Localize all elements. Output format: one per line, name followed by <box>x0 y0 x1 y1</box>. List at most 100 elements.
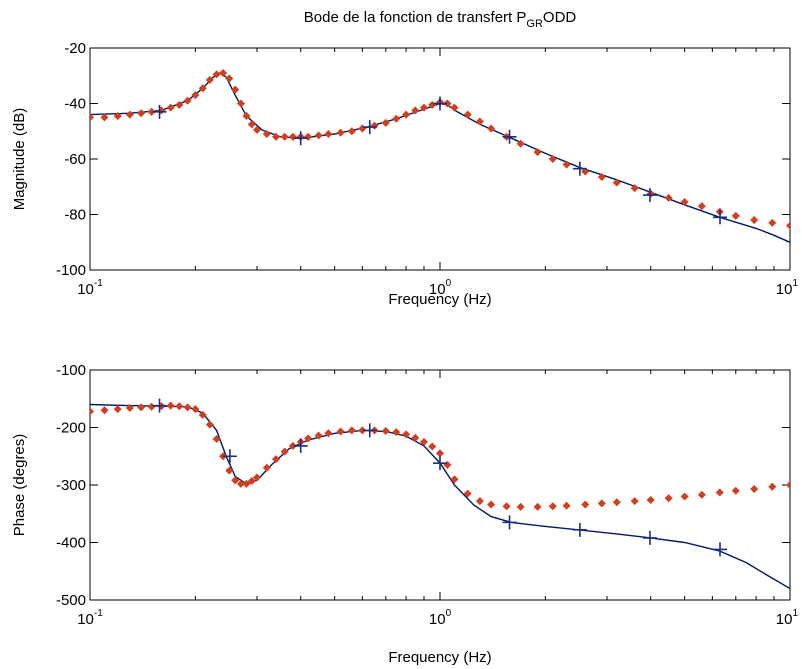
magnitude-measured-point <box>236 99 246 108</box>
magnitude-measured-point <box>166 103 175 112</box>
phase-measured-point <box>175 402 184 411</box>
magnitude-plus-point <box>572 161 587 176</box>
magnitude-measured-point <box>198 84 207 93</box>
phase-measured-point <box>428 442 437 451</box>
phase-plus-point <box>222 449 237 464</box>
magnitude-plus-point <box>642 188 657 203</box>
phase-measured-point <box>785 480 790 490</box>
magnitude-measured-point <box>175 100 184 109</box>
phase-measured-point <box>664 494 673 503</box>
magnitude-measured-point <box>731 211 740 220</box>
magnitude-measured-point <box>191 91 200 100</box>
phase-measured-point <box>450 475 459 484</box>
magnitude-measured-point <box>697 202 706 211</box>
magnitude-measured-point <box>137 109 146 118</box>
magnitude-measured-point <box>262 130 271 139</box>
phase-measured-point <box>137 403 146 412</box>
phase-x-tick-label: 100 <box>429 608 452 628</box>
magnitude-measured-point <box>314 131 323 140</box>
phase-plus-point <box>502 515 517 530</box>
phase-measured-point <box>697 490 706 499</box>
phase-measured-point <box>236 479 246 488</box>
phase-measured-point <box>271 455 281 464</box>
magnitude-measured-point <box>125 110 134 119</box>
magnitude-measured-point <box>242 111 251 121</box>
phase-measured-point <box>205 420 214 429</box>
phase-y-tick-label: -100 <box>56 362 86 379</box>
magnitude-x-tick-label: 10-1 <box>77 278 103 298</box>
phase-measured-point <box>487 500 496 509</box>
magnitude-measured-point <box>664 193 673 202</box>
phase-measured-point <box>548 502 557 511</box>
phase-measured-point <box>768 482 777 491</box>
phase-y-tick-label: -400 <box>56 535 86 552</box>
magnitude-plus-point <box>293 131 308 146</box>
magnitude-axes-frame <box>89 47 791 271</box>
magnitude-measured-point <box>597 173 606 182</box>
phase-measured-point <box>198 410 207 419</box>
magnitude-measured-point <box>516 139 525 148</box>
phase-measured-point <box>100 406 109 415</box>
magnitude-plus-point <box>362 120 377 135</box>
magnitude-y-tick-label: -80 <box>64 207 86 224</box>
phase-measured-point <box>336 427 345 436</box>
magnitude-measured-point <box>402 110 411 119</box>
phase-measured-point <box>562 501 571 510</box>
magnitude-measured-point <box>785 221 790 230</box>
phase-measured-point <box>680 492 689 501</box>
magnitude-measured-point <box>336 128 345 137</box>
phase-measured-point <box>247 476 256 485</box>
phase-measured-point <box>304 434 313 443</box>
phase-measured-point <box>516 502 525 511</box>
phase-measured-point <box>225 466 234 475</box>
phase-y-tick-label: -300 <box>56 477 86 494</box>
phase-measured-point <box>419 437 429 446</box>
phase-plus-point <box>152 398 167 413</box>
magnitude-measured-point <box>113 111 122 121</box>
phase-plus-point <box>572 522 587 537</box>
magnitude-measured-point <box>463 110 472 119</box>
magnitude-measured-point <box>562 160 571 169</box>
phase-measured-point <box>90 407 95 416</box>
magnitude-measured-point <box>225 74 234 83</box>
magnitude-measured-point <box>392 114 401 123</box>
magnitude-plus-point <box>152 104 167 119</box>
phase-measured-point <box>475 497 484 506</box>
magnitude-measured-point <box>212 70 221 79</box>
phase-x-tick-label: 10-1 <box>77 608 103 628</box>
phase-measured-point <box>212 434 221 444</box>
phase-y-axis-label: Phase (degres) <box>11 434 28 537</box>
magnitude-x-axis-label: Frequency (Hz) <box>388 291 491 308</box>
magnitude-x-tick-label: 100 <box>429 278 452 298</box>
magnitude-measured-point <box>280 132 289 141</box>
magnitude-plus-point <box>713 210 728 225</box>
phase-measured-point <box>750 485 759 494</box>
phase-axes-frame <box>89 369 791 601</box>
magnitude-measured-point <box>304 132 313 141</box>
phase-measured-point <box>183 403 192 412</box>
phase-plus-point <box>642 530 657 545</box>
magnitude-measured-point <box>487 124 496 133</box>
magnitude-measured-point <box>768 218 777 227</box>
phase-measured-point <box>262 463 271 472</box>
magnitude-measured-point <box>581 167 590 176</box>
magnitude-measured-point <box>219 68 228 77</box>
magnitude-plus-point <box>433 96 447 111</box>
magnitude-measured-point <box>411 106 420 115</box>
phase-panel: 10-1 100 101 -100 -200 -300 -400 -500 Frequency … <box>11 362 798 666</box>
phase-measured-point <box>630 497 639 506</box>
phase-measured-point <box>381 426 390 435</box>
phase-measured-point <box>597 499 606 508</box>
magnitude-y-tick-label: -60 <box>64 151 86 168</box>
phase-measured-point <box>231 476 240 485</box>
magnitude-y-axis-label: Magnitude (dB) <box>11 108 28 211</box>
magnitude-measured-point <box>90 113 95 122</box>
magnitude-measured-point <box>247 120 256 129</box>
phase-plus-point <box>433 456 447 471</box>
phase-measured-point <box>252 473 262 482</box>
figure-title-subscript: GR <box>526 18 543 30</box>
phase-plus-point <box>293 438 308 453</box>
figure-title-tail: ODD <box>543 9 577 26</box>
magnitude-plus-point <box>502 129 517 144</box>
phase-plus-point <box>362 423 377 438</box>
